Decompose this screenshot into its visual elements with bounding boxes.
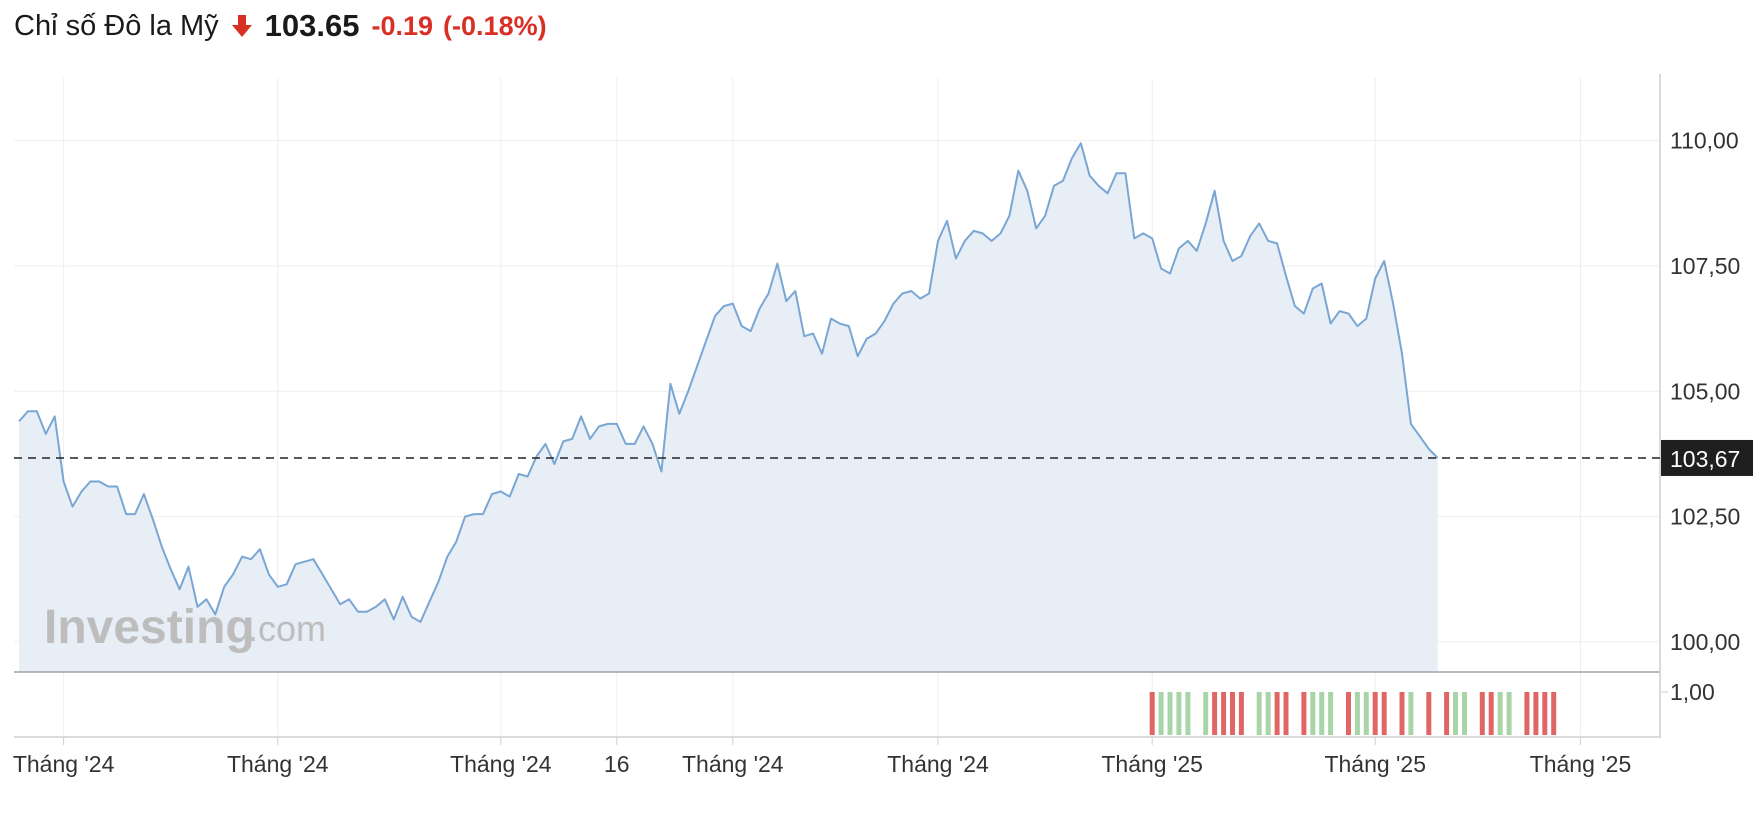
- x-tick-label: Tháng '25: [1530, 751, 1632, 777]
- volume-bar: [1426, 692, 1432, 735]
- volume-bar: [1479, 692, 1485, 735]
- volume-bar: [1283, 692, 1289, 735]
- volume-bar: [1212, 692, 1218, 735]
- volume-bar: [1372, 692, 1378, 735]
- volume-bar: [1533, 692, 1539, 735]
- volume-bar: [1149, 692, 1155, 735]
- price-change: -0.19: [371, 10, 434, 41]
- last-price-marker: 103,67: [14, 439, 1753, 476]
- y-tick-label: 102,50: [1670, 504, 1740, 530]
- volume-bar: [1462, 692, 1467, 735]
- volume-bar: [1310, 692, 1316, 735]
- y-axis-ticks: 110,00 107,50 105,00 102,50 100,00 1,00: [1670, 128, 1740, 705]
- arrow-down-icon: [231, 15, 252, 37]
- volume-bar: [1453, 692, 1458, 735]
- volume-bar: [1506, 692, 1512, 735]
- volume-bar: [1542, 692, 1548, 735]
- volume-bar: [1203, 692, 1209, 735]
- last-price-label: 103,67: [1670, 446, 1740, 472]
- volume-bar: [1158, 692, 1164, 735]
- volume-bar: [1319, 692, 1325, 735]
- volume-bar: [1408, 692, 1414, 735]
- y-tick-label: 110,00: [1670, 128, 1739, 154]
- watermark-suffix: .com: [248, 608, 326, 649]
- chart-axes: [14, 74, 1668, 745]
- x-tick-label: Tháng '25: [1324, 751, 1426, 777]
- volume-bar: [1176, 692, 1182, 735]
- area-layer: [18, 142, 1439, 672]
- x-tick-label: Tháng '24: [227, 751, 329, 777]
- investing-watermark: Investing .com: [44, 601, 326, 654]
- volume-bar: [1185, 692, 1191, 735]
- volume-bar: [1346, 692, 1351, 735]
- x-axis-ticks: Tháng '24 Tháng '24 Tháng '24 16 Tháng '24 Th…: [13, 751, 1631, 777]
- x-tick-label: Tháng '24: [887, 751, 989, 777]
- y-tick-label: 107,50: [1670, 253, 1740, 279]
- volume-bar: [1230, 692, 1235, 735]
- volume-bar: [1444, 692, 1450, 735]
- watermark-brand: Investing: [44, 601, 255, 654]
- last-price-badge: [1661, 439, 1753, 476]
- instrument-title: Chỉ số Đô la Mỹ: [14, 9, 219, 42]
- volume-bar: [1381, 692, 1387, 735]
- volume-bar: [1524, 692, 1530, 735]
- x-tick-label: Tháng '24: [450, 751, 552, 777]
- x-tick-label: 16: [604, 751, 630, 777]
- volume-bar: [1551, 692, 1557, 735]
- price-line: [18, 142, 1439, 623]
- volume-bar: [1363, 692, 1369, 735]
- volume-bar: [1488, 692, 1494, 735]
- volume-bar: [1238, 692, 1244, 735]
- volume-bars: [1149, 692, 1557, 735]
- volume-bar: [1256, 692, 1262, 735]
- y-tick-label: 105,00: [1670, 378, 1740, 404]
- price-change-percent: (-0.18%): [443, 10, 547, 41]
- x-tick-label: Tháng '24: [682, 751, 784, 777]
- volume-axis-label: 1,00: [1670, 679, 1715, 705]
- y-tick-label: 100,00: [1670, 629, 1740, 655]
- volume-bar: [1265, 692, 1271, 735]
- volume-bar: [1354, 692, 1360, 735]
- price-area: [19, 143, 1438, 672]
- volume-bar: [1167, 692, 1173, 735]
- volume-bar: [1497, 692, 1503, 735]
- instrument-header: Chỉ số Đô la Mỹ 103.65 -0.19 (-0.18%): [14, 4, 547, 48]
- volume-bar: [1328, 692, 1334, 735]
- volume-bar: [1274, 692, 1280, 735]
- volume-bar: [1221, 692, 1227, 735]
- volume-bar: [1301, 692, 1307, 735]
- price-value: 103.65: [264, 8, 360, 43]
- x-tick-label: Tháng '24: [13, 751, 115, 777]
- volume-bar: [1399, 692, 1405, 735]
- x-tick-label: Tháng '25: [1101, 751, 1203, 777]
